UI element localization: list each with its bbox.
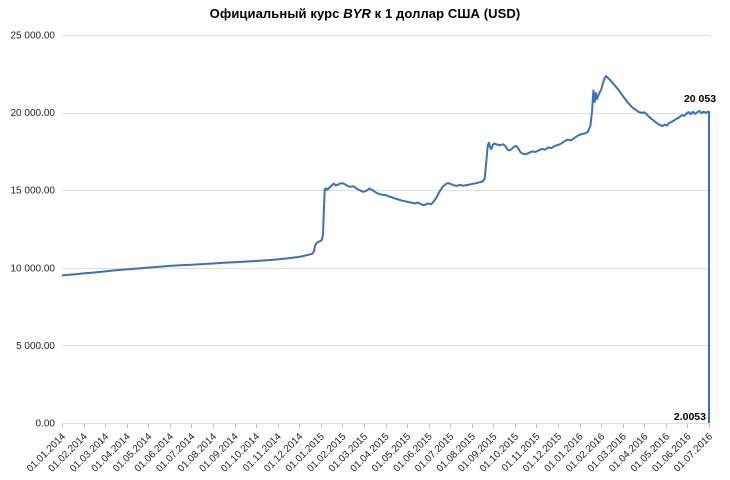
y-axis-tick-label: 0.00	[36, 419, 56, 430]
y-axis-tick-label: 15 000.00	[11, 186, 56, 197]
chart-title: Официальный курс BYR к 1 доллар США (USD…	[0, 6, 730, 21]
y-axis-tick-label: 20 000.00	[11, 108, 56, 119]
chart-title-prefix: Официальный курс	[209, 6, 344, 21]
y-axis-tick-label: 5 000.00	[16, 341, 55, 352]
series-line-byr-usd	[61, 75, 710, 423]
chart-title-currency-code: BYR	[343, 6, 371, 21]
chart-title-suffix: к 1 доллар США (USD)	[370, 6, 521, 21]
y-axis-tick-label: 10 000.00	[11, 263, 56, 274]
denominated-rate-label: 2.0053	[674, 411, 706, 423]
final-rate-label: 20 053	[684, 93, 716, 105]
y-axis-tick-label: 25 000.00	[11, 31, 56, 42]
